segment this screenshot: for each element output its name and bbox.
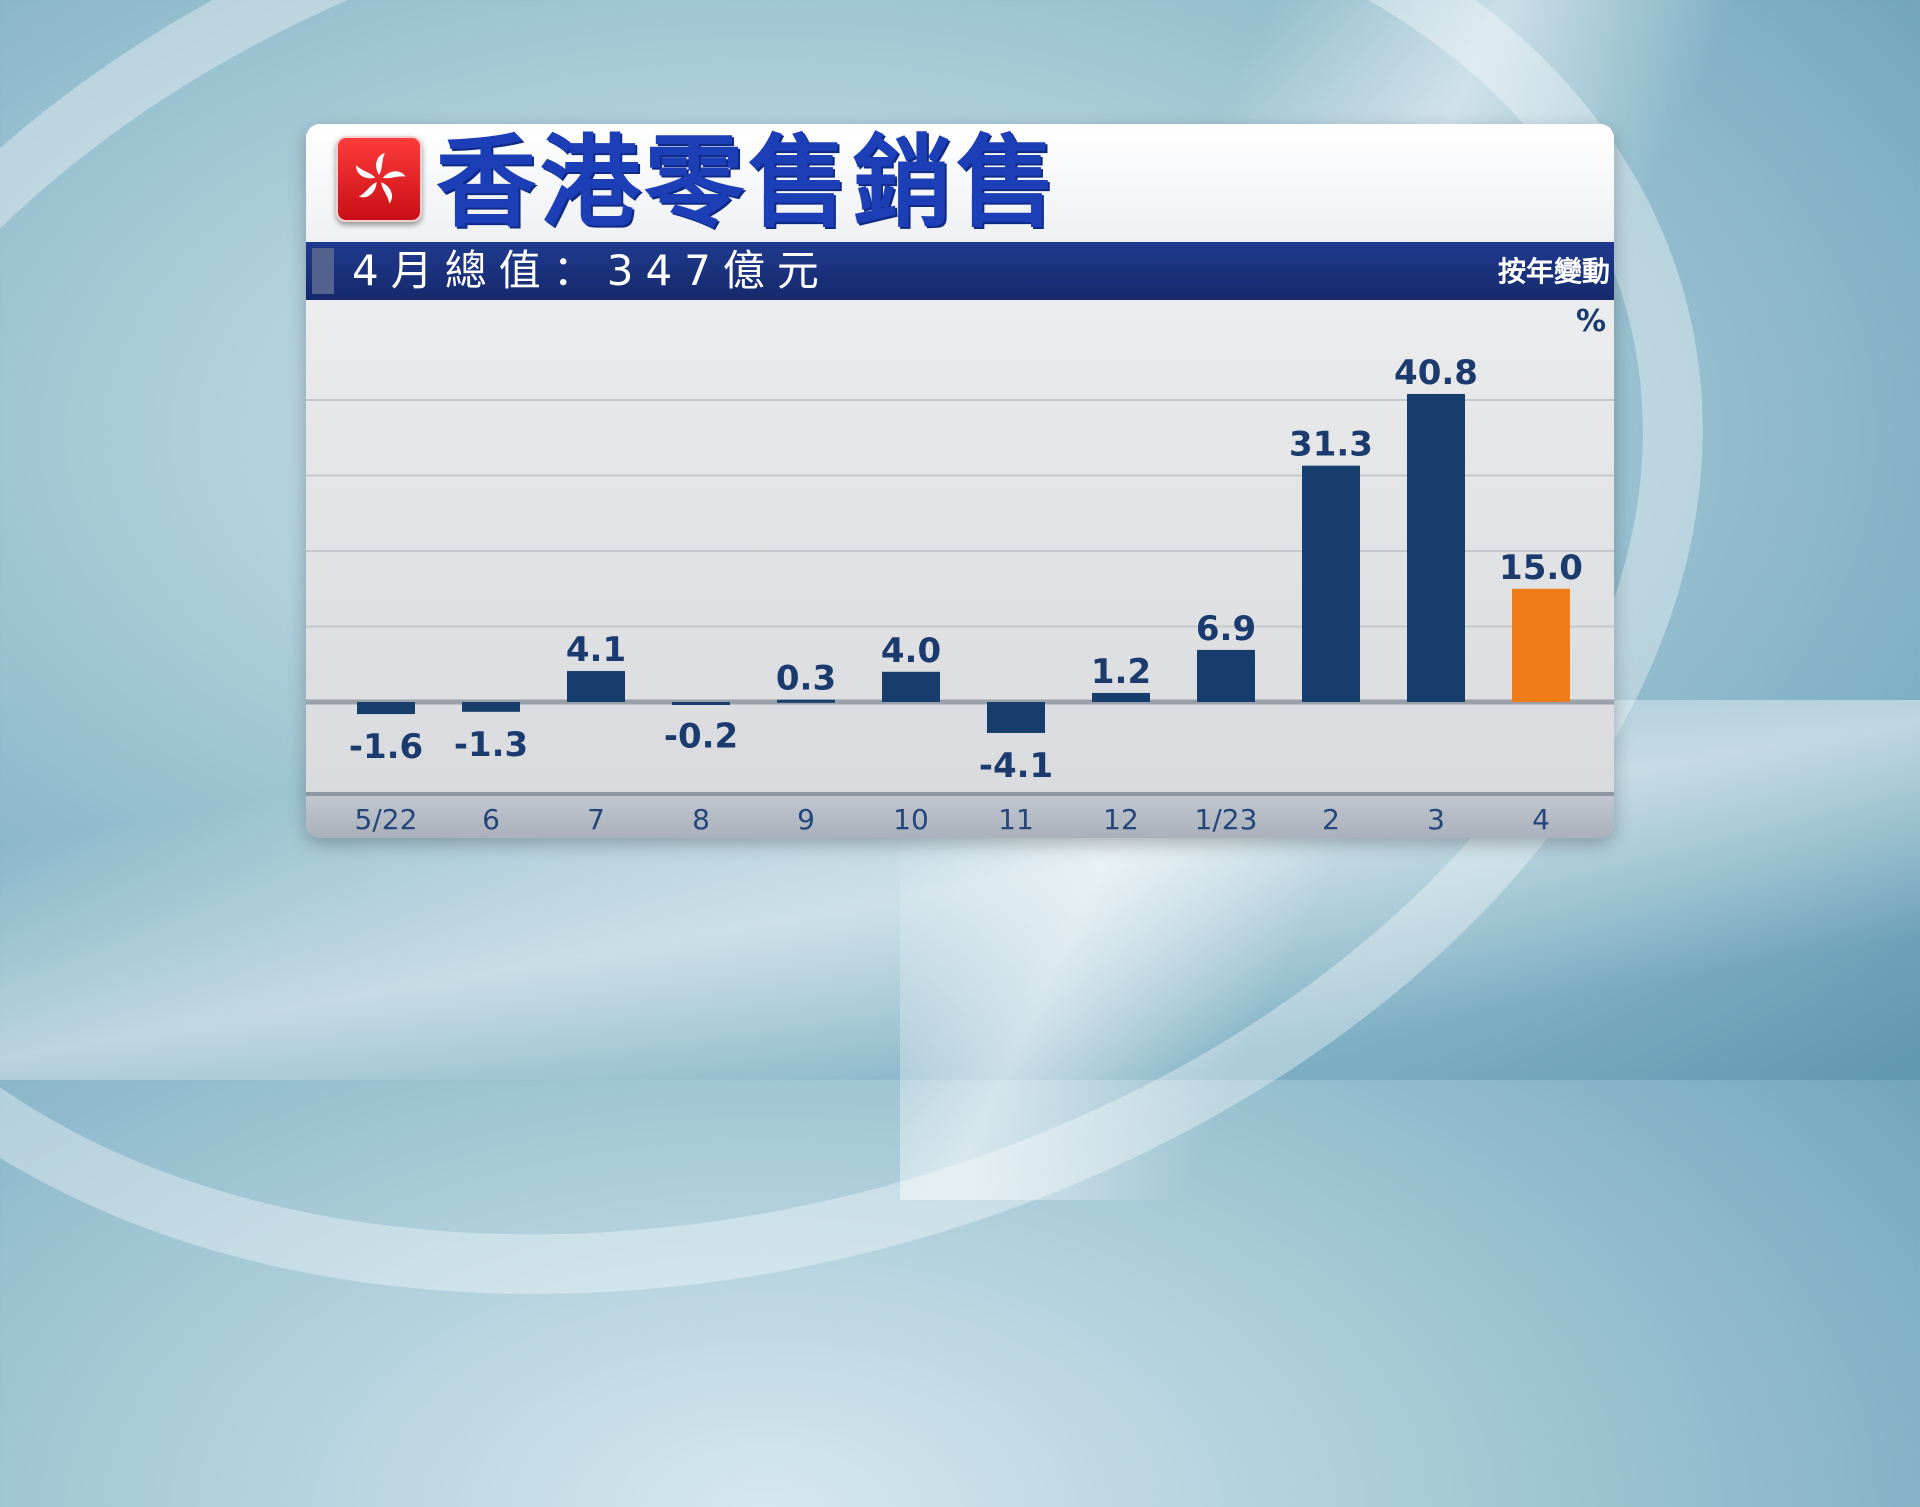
bar	[987, 702, 1045, 733]
x-tick-label: 2	[1322, 803, 1340, 836]
bar	[1512, 588, 1570, 702]
chart-subtitle: 4月總值：347億元	[352, 246, 831, 295]
x-tick-label: 8	[692, 803, 710, 836]
data-label: 4.1	[566, 630, 626, 670]
data-label: 1.2	[1091, 652, 1151, 692]
bar	[672, 702, 730, 705]
bar	[1092, 692, 1150, 702]
data-label: -0.2	[664, 717, 738, 757]
x-tick-label: 10	[893, 803, 929, 836]
bar	[1407, 393, 1465, 702]
bar-chart: -1.6 5/22 -1.3 6 4.1 7 -0.2 8 0.3 9 4.0 10 -4.1 11 1.2…	[306, 353, 1614, 836]
data-label: 40.8	[1394, 353, 1478, 393]
data-label: 0.3	[776, 659, 836, 699]
bar	[1197, 649, 1255, 702]
x-tick-label: 3	[1427, 803, 1445, 836]
data-label: 15.0	[1499, 548, 1583, 588]
chart-panel: 香港零售銷售 4月總值：347億元 按年變動 % -1.6 5/22 -1.3 6 4.…	[306, 124, 1614, 838]
bar	[357, 702, 415, 715]
data-label: 6.9	[1196, 609, 1256, 649]
x-tick-label: 9	[797, 803, 815, 836]
bar	[777, 699, 835, 703]
bar	[567, 671, 625, 702]
subtitle-accent	[312, 248, 334, 294]
x-axis-band	[306, 792, 1614, 838]
chart-title: 香港零售銷售	[436, 124, 1060, 241]
data-label: 4.0	[881, 631, 941, 671]
x-tick-label: 7	[587, 803, 605, 836]
bar	[882, 671, 940, 702]
data-label: -4.1	[979, 746, 1053, 786]
unit-label: %	[1575, 304, 1606, 339]
data-label: 31.3	[1289, 425, 1373, 465]
hong-kong-flag-icon	[336, 136, 422, 222]
x-tick-label: 1/23	[1195, 803, 1258, 836]
yoy-change-label: 按年變動	[1497, 255, 1610, 288]
bar	[1302, 465, 1360, 702]
x-tick-label: 5/22	[355, 803, 418, 836]
bar	[462, 702, 520, 712]
title-row: 香港零售銷售	[306, 124, 1614, 242]
subtitle-bar: 4月總值：347億元 按年變動	[306, 242, 1614, 300]
x-tick-label: 4	[1532, 803, 1550, 836]
data-label: -1.6	[349, 727, 423, 767]
x-tick-label: 12	[1103, 803, 1139, 836]
x-tick-label: 11	[998, 803, 1034, 836]
x-tick-label: 6	[482, 803, 500, 836]
data-label: -1.3	[454, 725, 528, 765]
